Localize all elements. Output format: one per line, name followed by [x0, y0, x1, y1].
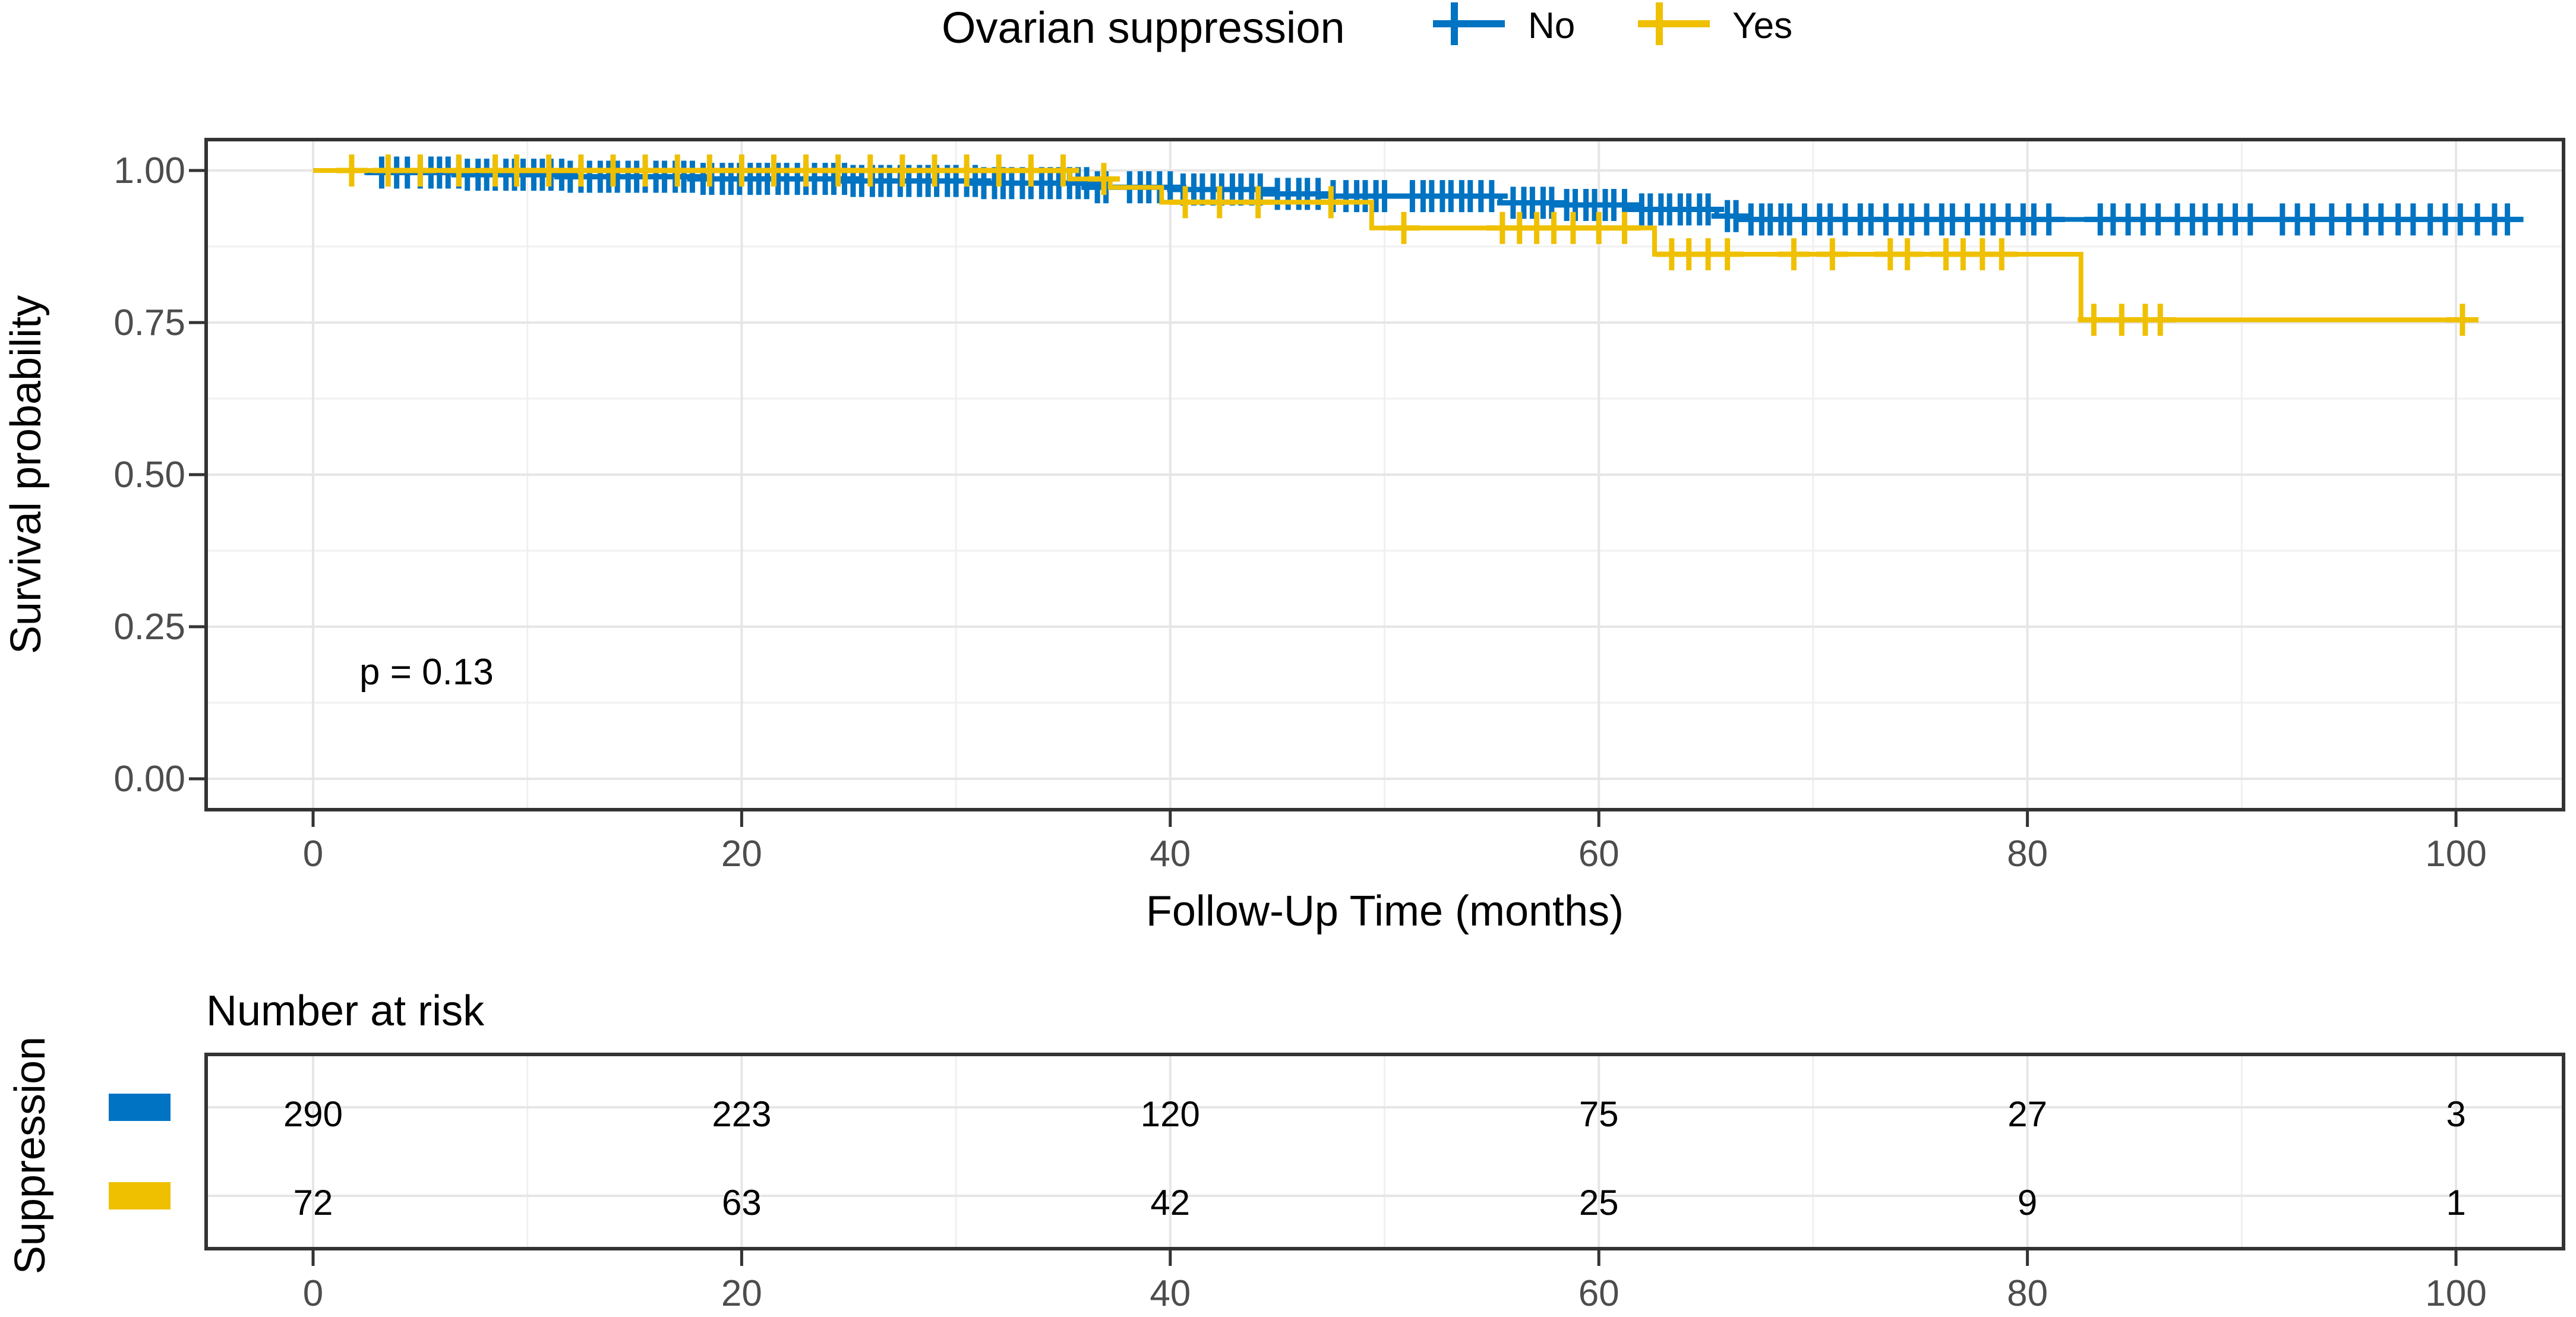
censor-marks-yes — [335, 154, 2479, 336]
risk-count-no: 27 — [2007, 1094, 2047, 1134]
risk-tick-label: 0 — [303, 1273, 323, 1314]
legend-label-no: No — [1528, 5, 1575, 46]
risk-table-axis-label: Suppression — [7, 1037, 54, 1274]
x-tick-label: 100 — [2425, 833, 2486, 874]
risk-count-yes: 72 — [293, 1183, 333, 1223]
risk-table: Number at risk Suppression 290 223 120 75 27… — [7, 987, 2565, 1314]
plot-gridlines — [206, 140, 2564, 810]
y-tick-label: 0.50 — [113, 454, 185, 495]
risk-tick-label: 100 — [2425, 1273, 2486, 1314]
y-tick-label: 1.00 — [113, 150, 185, 191]
risk-count-yes: 1 — [2446, 1183, 2465, 1223]
x-tick-label: 20 — [721, 833, 762, 874]
risk-count-yes: 25 — [1579, 1183, 1619, 1223]
risk-table-gridlines — [206, 1054, 2564, 1249]
legend-key-no-icon — [1433, 2, 1505, 45]
risk-count-yes: 63 — [722, 1183, 762, 1223]
pvalue-annotation: p = 0.13 — [359, 652, 494, 693]
risk-table-numbers: 290 223 120 75 27 3 72 63 42 25 9 1 — [283, 1094, 2466, 1223]
legend-title: Ovarian suppression — [942, 3, 1345, 52]
x-axis-tick-labels: 0 20 40 60 80 100 — [303, 833, 2487, 874]
x-tick-label: 40 — [1150, 833, 1191, 874]
risk-count-no: 290 — [283, 1094, 343, 1134]
risk-tick-label: 20 — [721, 1273, 762, 1314]
risk-count-no: 3 — [2446, 1094, 2465, 1134]
legend-key-yes-icon — [1638, 2, 1710, 45]
x-axis-title: Follow-Up Time (months) — [1146, 888, 1624, 935]
risk-row-color-key-no — [109, 1094, 171, 1121]
plot-panel-border — [204, 138, 2565, 811]
risk-table-title: Number at risk — [206, 987, 485, 1035]
risk-count-no: 223 — [712, 1094, 771, 1134]
risk-tick-label: 80 — [2007, 1273, 2048, 1314]
x-tick-label: 0 — [303, 833, 323, 874]
legend-label-yes: Yes — [1732, 5, 1792, 46]
survival-curve-yes — [313, 168, 2471, 323]
risk-table-color-keys — [109, 1094, 171, 1209]
legend: Ovarian suppression No Yes — [942, 2, 1792, 52]
risk-axis-tick-marks — [311, 1250, 2458, 1266]
risk-tick-label: 60 — [1579, 1273, 1620, 1314]
risk-count-no: 75 — [1579, 1094, 1619, 1134]
survival-curves — [313, 154, 2524, 336]
y-tick-label: 0.75 — [113, 302, 185, 343]
x-tick-label: 60 — [1579, 833, 1620, 874]
x-tick-label: 80 — [2007, 833, 2048, 874]
risk-axis-tick-labels: 0 20 40 60 80 100 — [303, 1273, 2487, 1314]
y-axis-title: Survival probability — [2, 295, 50, 654]
risk-count-yes: 42 — [1150, 1183, 1190, 1223]
y-tick-label: 0.00 — [113, 759, 185, 800]
risk-count-no: 120 — [1141, 1094, 1200, 1134]
risk-row-color-key-yes — [109, 1182, 171, 1209]
risk-count-yes: 9 — [2018, 1183, 2037, 1223]
risk-tick-label: 40 — [1150, 1273, 1191, 1314]
y-tick-label: 0.25 — [113, 607, 185, 648]
legend-keys — [1433, 2, 1710, 45]
axis-tick-marks — [189, 169, 2458, 827]
y-axis-tick-labels: 1.00 0.75 0.50 0.25 0.00 — [113, 150, 185, 800]
risk-table-border — [204, 1053, 2565, 1250]
